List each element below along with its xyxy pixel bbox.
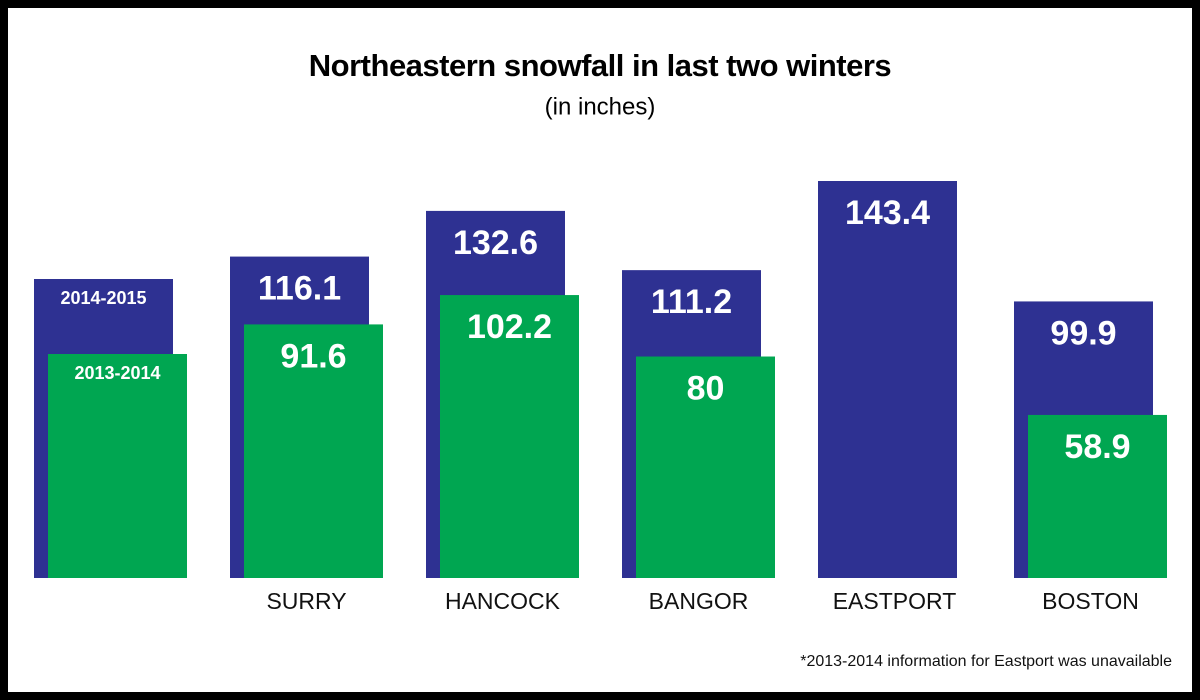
x-tick-label: BOSTON (1042, 588, 1139, 614)
value-label: 99.9 (1050, 314, 1116, 352)
value-label: 132.6 (453, 224, 538, 262)
value-label: 80 (687, 370, 725, 408)
bar (244, 324, 383, 578)
chart-title: Northeastern snowfall in last two winter… (309, 48, 891, 83)
value-label: 111.2 (651, 283, 732, 321)
footnote: *2013-2014 information for Eastport was … (800, 653, 1172, 670)
bar (440, 295, 579, 578)
value-label: 143.4 (845, 194, 930, 232)
x-tick-label: HANCOCK (445, 588, 561, 614)
x-tick-label: EASTPORT (833, 588, 957, 614)
value-label: 116.1 (258, 270, 341, 308)
legend-label: 2014-2015 (60, 288, 146, 308)
value-label: 102.2 (467, 308, 552, 346)
legend-swatch (48, 354, 187, 578)
bar (818, 181, 957, 578)
chart-subtitle: (in inches) (545, 93, 656, 120)
x-tick-label: SURRY (266, 588, 346, 614)
value-label: 58.9 (1064, 428, 1130, 466)
x-tick-label: BANGOR (649, 588, 749, 614)
value-label: 91.6 (280, 337, 346, 375)
bar (636, 356, 775, 578)
legend-label: 2013-2014 (74, 363, 160, 383)
bar (1028, 414, 1167, 578)
